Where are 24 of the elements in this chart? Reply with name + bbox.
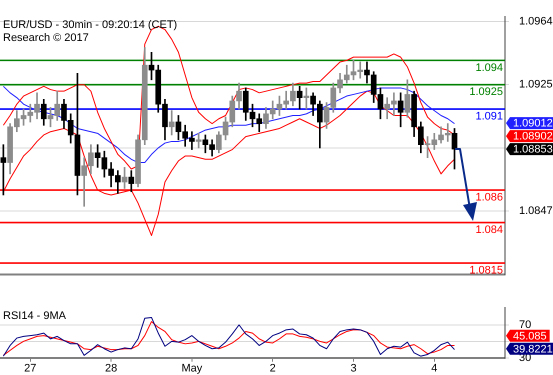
ref-line-label: 1.084 [475, 224, 503, 236]
ref-line-label: 1.0815 [469, 264, 503, 277]
x-tick-label: 28 [104, 362, 118, 374]
x-tick-label: May [182, 362, 203, 374]
ref-line-label: 1.094 [475, 62, 503, 74]
text: 1.08902 [513, 130, 553, 143]
y-tick-label: 1.0925 [519, 78, 553, 91]
text: 1.08853 [513, 144, 553, 156]
text: 45.085 [513, 330, 547, 342]
text: Research © 2017 [3, 32, 89, 44]
x-tick-label: 3 [350, 362, 357, 374]
ref-line-label: 1.0925 [469, 86, 503, 98]
text: 1.09012 [513, 118, 553, 130]
text: 39.8221 [513, 343, 553, 356]
y-tick-label: 70 [519, 318, 532, 331]
ref-line-label: 1.091 [475, 110, 503, 123]
y-tick-label: 1.0964 [519, 15, 553, 28]
chart-title: RSI14 - 9MA [3, 310, 67, 322]
x-tick-label: 27 [24, 362, 36, 374]
ref-line-label: 1.086 [475, 192, 503, 204]
y-tick-label: 1.0847 [519, 205, 553, 218]
chart-title: EUR/USD - 30min - 09:20:14 (CET) [3, 19, 178, 32]
x-tick-label: 2 [270, 362, 276, 374]
x-tick-label: 4 [431, 362, 438, 374]
